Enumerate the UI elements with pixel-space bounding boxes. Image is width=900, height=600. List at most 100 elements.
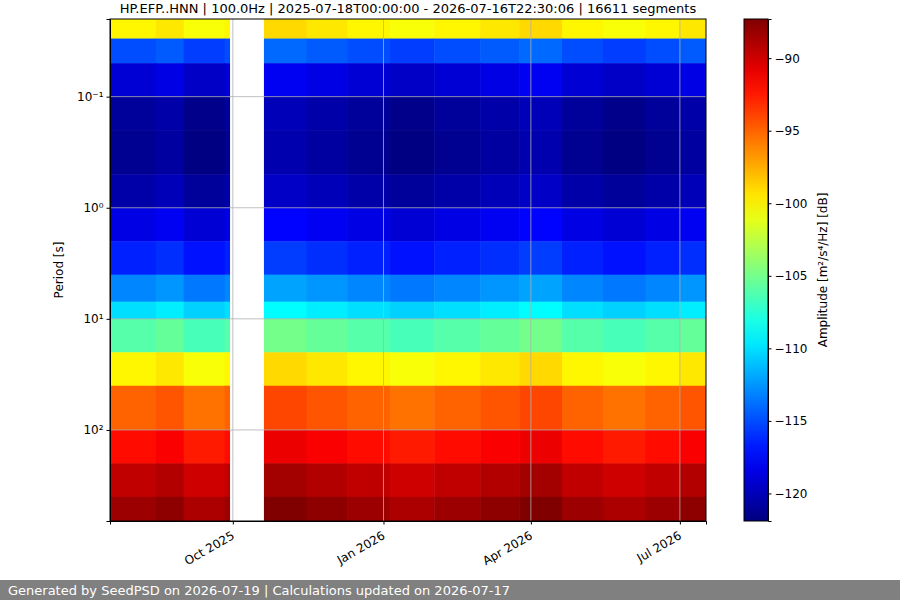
cell	[680, 208, 706, 242]
colorbar-tick: −105	[768, 269, 807, 283]
cell	[646, 97, 681, 131]
cell	[562, 497, 603, 521]
cell	[225, 275, 230, 303]
cell	[225, 241, 230, 275]
cell	[519, 430, 562, 464]
cell	[680, 352, 706, 386]
cell	[562, 386, 603, 431]
cell	[680, 19, 706, 39]
cell	[603, 386, 646, 431]
cell	[390, 275, 435, 303]
cell	[480, 275, 520, 303]
cell	[307, 19, 348, 39]
plot-frame	[110, 19, 706, 521]
cell	[646, 130, 681, 175]
cell	[264, 319, 307, 353]
cell	[110, 63, 156, 97]
cell	[519, 19, 562, 39]
grid-line	[110, 207, 706, 208]
cell	[480, 39, 520, 64]
cell	[680, 463, 706, 497]
y-tick-mark	[107, 319, 111, 320]
colorbar-tick-label: −120	[775, 487, 808, 501]
colorbar-tick-label: −115	[775, 414, 808, 428]
cell	[156, 352, 184, 386]
colorbar-tick-label: −100	[775, 197, 808, 211]
cell	[347, 19, 390, 39]
x-axis: Oct 2025Jan 2026Apr 2026Jul 2026	[111, 521, 707, 568]
cell	[680, 430, 706, 464]
cell	[390, 174, 435, 208]
cell	[156, 497, 184, 521]
y-axis-line	[107, 20, 111, 522]
cell	[156, 19, 184, 39]
cell	[390, 208, 435, 242]
colorbar-tick-label: −95	[775, 124, 800, 138]
cell	[480, 19, 520, 39]
cell	[156, 63, 184, 97]
cell	[562, 302, 603, 320]
cell	[519, 63, 562, 97]
cell	[519, 97, 562, 131]
cell	[156, 319, 184, 353]
cell	[347, 97, 390, 131]
grid-line	[383, 19, 384, 521]
x-axis-line	[111, 522, 707, 525]
cell	[562, 352, 603, 386]
cell	[347, 63, 390, 97]
cell	[562, 430, 603, 464]
cell	[347, 463, 390, 497]
colorbar-axis: −90−95−100−105−110−115−120	[768, 20, 807, 522]
cell	[264, 352, 307, 386]
cell	[680, 97, 706, 131]
cell	[184, 319, 225, 353]
title: HP.EFP..HNN | 100.0Hz | 2025-07-18T00:00…	[120, 1, 697, 16]
cell	[156, 241, 184, 275]
cell	[264, 430, 307, 464]
cell	[562, 130, 603, 175]
cell	[225, 174, 230, 208]
cell	[434, 174, 480, 208]
cell	[225, 497, 230, 521]
cell	[184, 463, 225, 497]
cell	[110, 241, 156, 275]
cell	[480, 130, 520, 175]
cell	[347, 497, 390, 521]
cell	[307, 208, 348, 242]
x-tick-mark	[531, 521, 532, 525]
cell	[680, 63, 706, 97]
x-tick-mark	[233, 521, 234, 525]
colorbar-tick-mark	[768, 421, 772, 422]
cell	[434, 463, 480, 497]
cell	[264, 275, 307, 303]
cell	[156, 208, 184, 242]
x-tick-label: Apr 2026	[480, 528, 535, 568]
cell	[519, 497, 562, 521]
y-tick-mark	[107, 430, 111, 431]
cell	[225, 386, 230, 431]
cell	[646, 463, 681, 497]
colorbar-tick: −120	[768, 487, 807, 501]
cell	[225, 19, 230, 39]
cell	[225, 130, 230, 175]
cell	[480, 352, 520, 386]
cell	[680, 386, 706, 431]
cell	[347, 174, 390, 208]
cell	[156, 386, 184, 431]
y-tick-label: 10⁻¹	[77, 90, 104, 104]
cell	[225, 208, 230, 242]
cell	[603, 497, 646, 521]
cell	[307, 174, 348, 208]
x-tick-label: Jul 2026	[634, 528, 684, 565]
cell	[156, 463, 184, 497]
colorbar-tick-label: −90	[775, 52, 800, 66]
cell	[347, 130, 390, 175]
cell	[434, 39, 480, 64]
cell	[434, 63, 480, 97]
cell	[390, 241, 435, 275]
cell	[110, 39, 156, 64]
cell	[225, 63, 230, 97]
cell	[184, 386, 225, 431]
cell	[603, 319, 646, 353]
cell	[603, 97, 646, 131]
